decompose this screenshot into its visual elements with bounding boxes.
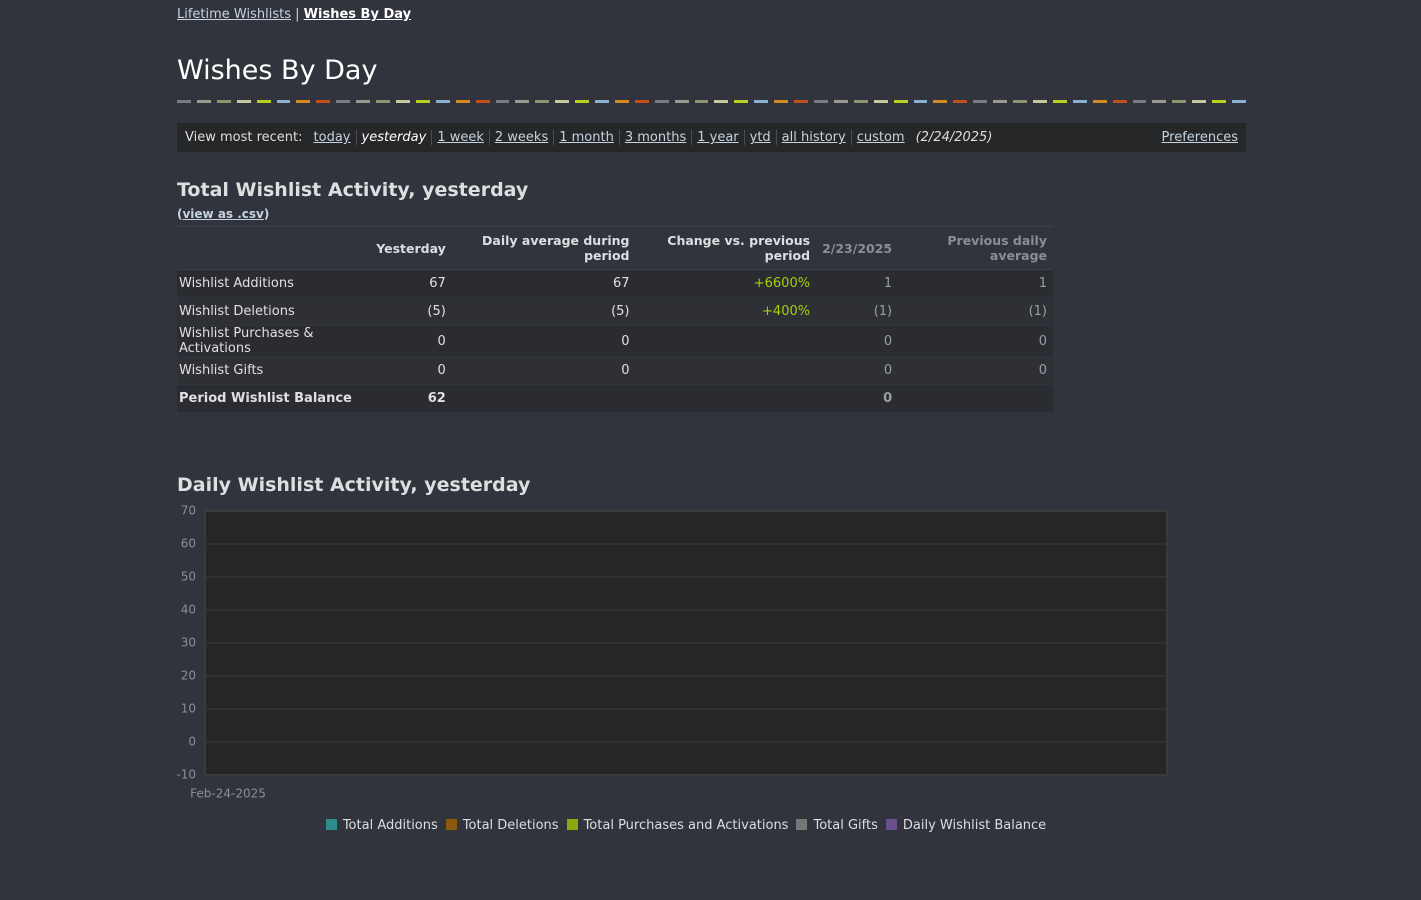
cell xyxy=(635,384,817,413)
legend-swatch xyxy=(325,819,337,830)
range-option[interactable]: 1 year xyxy=(691,130,743,145)
header-cell: Yesterday xyxy=(370,226,452,270)
y-tick-label: 40 xyxy=(181,603,196,617)
legend-swatch xyxy=(566,819,578,830)
cell: 1 xyxy=(898,269,1053,298)
breadcrumb-separator: | xyxy=(295,7,300,22)
legend-item[interactable]: Total Additions xyxy=(325,818,438,833)
range-option[interactable]: 1 month xyxy=(553,130,619,145)
header-cell xyxy=(177,226,371,270)
range-label: View most recent: xyxy=(185,130,303,145)
breadcrumb-current[interactable]: Wishes By Day xyxy=(303,7,412,22)
y-tick-label: -10 xyxy=(176,768,196,782)
page-title: Wishes By Day xyxy=(177,55,378,86)
cell: (1) xyxy=(816,297,899,326)
legend-item[interactable]: Total Purchases and Activations xyxy=(566,818,789,833)
breadcrumb-link[interactable]: Lifetime Wishlists xyxy=(177,7,291,22)
cell: 0 xyxy=(898,356,1053,385)
cell xyxy=(898,384,1053,413)
section-title: Total Wishlist Activity, yesterday xyxy=(177,179,529,201)
cell: (5) xyxy=(370,297,452,326)
csv-line: (view as .csv) xyxy=(177,207,269,221)
cell: 0 xyxy=(816,325,899,357)
range-option[interactable]: 2 weeks xyxy=(488,130,553,145)
cell xyxy=(635,325,817,357)
range-option[interactable]: all history xyxy=(775,130,851,145)
cell: 67 xyxy=(451,269,636,298)
range-option: yesterday xyxy=(355,130,432,145)
row-label: Period Wishlist Balance xyxy=(177,384,371,413)
table-row: Period Wishlist Balance 62 0 xyxy=(177,384,1053,413)
preferences-link[interactable]: Preferences xyxy=(1161,130,1238,145)
range-option[interactable]: today xyxy=(313,130,351,145)
chart-title: Daily Wishlist Activity, yesterday xyxy=(177,474,531,496)
cell: 0 xyxy=(451,325,636,357)
row-label: Wishlist Gifts xyxy=(177,356,371,385)
cell: 0 xyxy=(816,384,899,413)
cell: +400% xyxy=(635,297,817,326)
row-label: Wishlist Deletions xyxy=(177,297,371,326)
cell: 0 xyxy=(451,356,636,385)
table-row: Wishlist Purchases & Activations 0 0 0 0 xyxy=(177,325,1053,357)
legend: Total Additions Total Deletions Total Purc… xyxy=(205,818,1167,833)
legend-swatch xyxy=(445,819,457,830)
cell xyxy=(635,356,817,385)
table-row: Wishlist Deletions (5) (5) +400% (1) (1) xyxy=(177,297,1053,326)
paren: ( xyxy=(177,207,183,221)
x-tick-label: Feb-24-2025 xyxy=(190,787,266,801)
header-cell: Daily average during period xyxy=(451,226,636,270)
table-row: Wishlist Gifts 0 0 0 0 xyxy=(177,356,1053,385)
range-option[interactable]: 3 months xyxy=(618,130,691,145)
legend-swatch xyxy=(796,819,808,830)
header-cell: 2/23/2025 xyxy=(816,226,899,270)
activity-table: Yesterday Daily average during period Chan… xyxy=(177,226,1053,413)
cell: 0 xyxy=(898,325,1053,357)
row-label: Wishlist Additions xyxy=(177,269,371,298)
legend-item[interactable]: Total Deletions xyxy=(445,818,559,833)
breadcrumb: Lifetime Wishlists | Wishes By Day xyxy=(177,7,411,22)
range-bar: View most recent: today yesterday 1 week 2 … xyxy=(177,123,1246,152)
legend-item[interactable]: Daily Wishlist Balance xyxy=(885,818,1047,833)
y-tick-label: 50 xyxy=(181,570,196,584)
range-option[interactable]: ytd xyxy=(743,130,776,145)
cell: 0 xyxy=(370,356,452,385)
legend-label: Total Purchases and Activations xyxy=(583,818,789,833)
header-cell: Change vs. previous period xyxy=(635,226,817,270)
cell: 0 xyxy=(370,325,452,357)
cell: 67 xyxy=(370,269,452,298)
cell: 1 xyxy=(816,269,899,298)
cell: (1) xyxy=(898,297,1053,326)
cell: 0 xyxy=(816,356,899,385)
y-tick-label: 60 xyxy=(181,537,196,551)
range-option[interactable]: custom xyxy=(850,130,910,145)
title-underline xyxy=(177,100,1246,104)
y-tick-label: 0 xyxy=(188,735,196,749)
range-option[interactable]: 1 week xyxy=(431,130,489,145)
table-row: Wishlist Additions 67 67 +6600% 1 1 xyxy=(177,269,1053,298)
cell: (5) xyxy=(451,297,636,326)
cell xyxy=(451,384,636,413)
cell: 62 xyxy=(370,384,452,413)
legend-label: Daily Wishlist Balance xyxy=(902,818,1047,833)
cell: +6600% xyxy=(635,269,817,298)
legend-label: Total Additions xyxy=(342,818,438,833)
y-tick-label: 70 xyxy=(181,504,196,518)
csv-link[interactable]: view as .csv xyxy=(182,207,264,221)
legend-swatch xyxy=(885,819,897,830)
y-tick-label: 20 xyxy=(181,669,196,683)
y-tick-label: 30 xyxy=(181,636,196,650)
range-date: (2/24/2025) xyxy=(915,130,993,145)
row-label: Wishlist Purchases & Activations xyxy=(177,325,371,357)
legend-label: Total Deletions xyxy=(462,818,559,833)
legend-label: Total Gifts xyxy=(813,818,878,833)
header-row: Yesterday Daily average during period Chan… xyxy=(177,226,1053,270)
y-tick-label: 10 xyxy=(181,702,196,716)
paren: ) xyxy=(263,207,270,221)
legend-item[interactable]: Total Gifts xyxy=(796,818,878,833)
header-cell: Previous daily average xyxy=(898,226,1053,270)
